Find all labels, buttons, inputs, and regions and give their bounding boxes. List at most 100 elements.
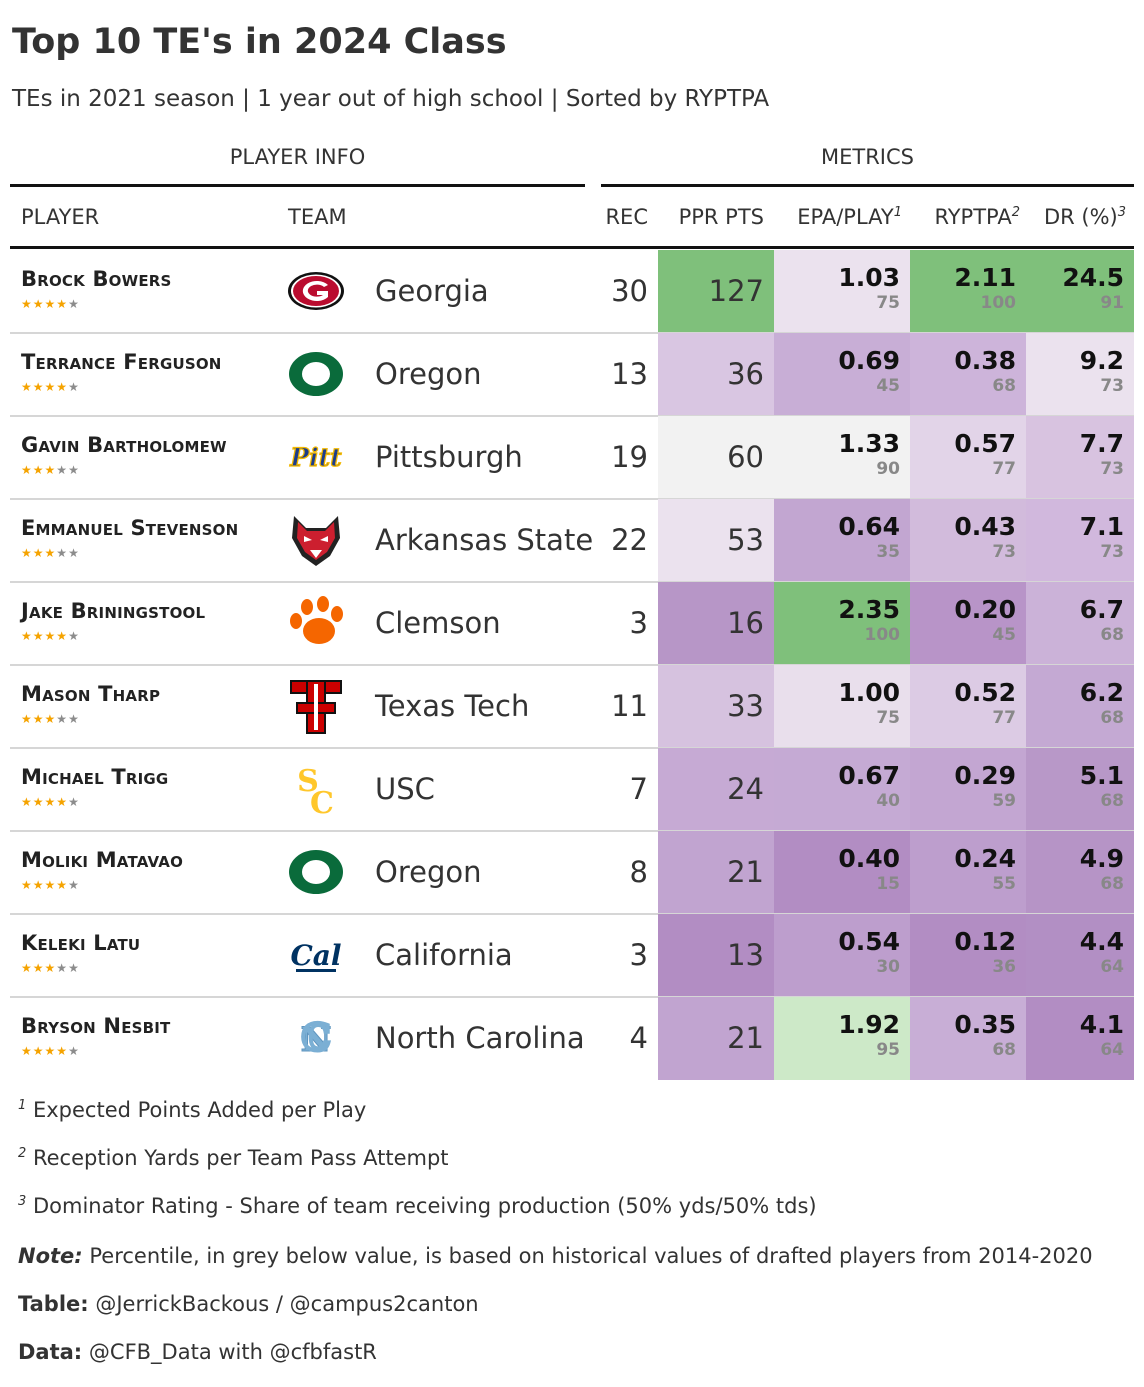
star-rating: ★★★★★: [21, 795, 80, 809]
svg-text:C: C: [310, 786, 334, 817]
dr-cell: 7.7 73: [1026, 416, 1134, 499]
star-icon: ★: [68, 297, 80, 311]
ryptpa-cell: 0.38 68: [910, 333, 1026, 416]
footnote-table-credit: Table: @JerrickBackous / @campus2canton: [18, 1292, 479, 1316]
star-icon: ★: [56, 380, 69, 394]
ryptpa-value: 0.29: [954, 761, 1016, 790]
dr-cell: 4.4 64: [1026, 914, 1134, 997]
svg-text:C: C: [302, 1017, 331, 1059]
row-separator: [10, 415, 1134, 417]
epa-value: 0.40: [838, 844, 900, 873]
dr-percentile: 68: [1100, 791, 1124, 811]
star-icon: ★: [68, 629, 80, 643]
star-icon: ★: [32, 629, 45, 643]
player-name: Mason Tharp: [21, 682, 161, 706]
table-row: Brock Bowers ★★★★★ Georgia 30 127 1.03 75 2.11 1…: [10, 250, 1134, 333]
star-rating: ★★★★★: [21, 297, 80, 311]
ryptpa-value: 0.38: [954, 346, 1016, 375]
star-icon: ★: [32, 297, 45, 311]
row-separator: [10, 664, 1134, 666]
footnote-1: 1 Expected Points Added per Play: [18, 1098, 367, 1122]
ryptpa-value: 0.52: [954, 678, 1016, 707]
star-icon: ★: [68, 878, 80, 892]
star-icon: ★: [56, 629, 69, 643]
epa-value: 0.54: [838, 927, 900, 956]
dr-cell: 24.5 91: [1026, 250, 1134, 333]
star-icon: ★: [32, 463, 45, 477]
player-name: Terrance Ferguson: [21, 350, 222, 374]
ryptpa-value: 0.57: [954, 429, 1016, 458]
epa-cell: 0.67 40: [774, 748, 910, 831]
dr-cell: 4.9 68: [1026, 831, 1134, 914]
dr-percentile: 68: [1100, 874, 1124, 894]
ryptpa-percentile: 73: [992, 542, 1016, 562]
ryptpa-cell: 0.29 59: [910, 748, 1026, 831]
ryptpa-value: 2.11: [954, 263, 1016, 292]
dr-percentile: 64: [1100, 1040, 1124, 1060]
star-rating: ★★★★★: [21, 961, 80, 975]
player-name: Emmanuel Stevenson: [21, 516, 239, 540]
epa-value: 1.03: [838, 263, 900, 292]
star-rating: ★★★★★: [21, 629, 80, 643]
epa-percentile: 100: [864, 625, 901, 645]
epa-value: 1.92: [838, 1010, 900, 1039]
epa-percentile: 35: [876, 542, 900, 562]
table-row: Moliki Matavao ★★★★★ Oregon 8 21 0.40 15 0.24 55…: [10, 831, 1134, 914]
ppr-cell: 21: [658, 997, 774, 1080]
col-header-rec: REC: [605, 205, 648, 229]
row-separator: [10, 498, 1134, 500]
ppr-cell: 16: [658, 582, 774, 665]
dr-percentile: 73: [1100, 376, 1124, 396]
star-icon: ★: [32, 795, 45, 809]
cal-logo: Cal: [286, 927, 346, 983]
team-name: Texas Tech: [375, 689, 530, 723]
dr-value: 5.1: [1079, 761, 1124, 790]
rec-value: 3: [629, 606, 648, 640]
spanner-metrics-rule: [601, 184, 1134, 187]
dr-percentile: 68: [1100, 625, 1124, 645]
rec-value: 3: [629, 938, 648, 972]
spanner-metrics: METRICS: [821, 145, 914, 169]
star-icon: ★: [56, 712, 69, 726]
ryptpa-cell: 0.43 73: [910, 499, 1026, 582]
star-rating: ★★★★★: [21, 878, 80, 892]
dr-cell: 7.1 73: [1026, 499, 1134, 582]
oregon-o-logo-svg: [289, 850, 343, 894]
row-separator: [10, 747, 1134, 749]
team-name: Arkansas State: [375, 523, 594, 557]
red-wolf-logo: [286, 512, 346, 568]
ppr-value: 24: [727, 772, 764, 806]
epa-percentile: 90: [876, 459, 900, 479]
star-icon: ★: [44, 546, 57, 560]
rec-value: 22: [611, 523, 648, 557]
star-icon: ★: [44, 380, 57, 394]
svg-text:S: S: [297, 764, 319, 799]
spanner-player-info-rule: [10, 184, 585, 187]
rec-value: 30: [611, 274, 648, 308]
epa-percentile: 40: [876, 791, 900, 811]
dr-value: 4.4: [1079, 927, 1124, 956]
svg-text:Cal: Cal: [290, 939, 341, 972]
ryptpa-cell: 0.35 68: [910, 997, 1026, 1080]
player-name: Brock Bowers: [21, 267, 172, 291]
star-icon: ★: [44, 463, 57, 477]
team-name: Oregon: [375, 855, 482, 889]
ryptpa-cell: 2.11 100: [910, 250, 1026, 333]
star-icon: ★: [44, 629, 57, 643]
rec-value: 8: [629, 855, 648, 889]
footnote-3: 3 Dominator Rating - Share of team recei…: [18, 1194, 817, 1218]
dr-value: 7.7: [1079, 429, 1124, 458]
svg-text:Pitt: Pitt: [289, 443, 342, 472]
ppr-cell: 60: [658, 416, 774, 499]
dr-percentile: 64: [1100, 957, 1124, 977]
star-icon: ★: [21, 795, 33, 809]
chart-subtitle: TEs in 2021 season | 1 year out of high …: [12, 86, 770, 112]
team-name: Georgia: [375, 274, 489, 308]
cal-logo-svg: Cal: [290, 939, 342, 972]
ppr-cell: 24: [658, 748, 774, 831]
star-rating: ★★★★★: [21, 463, 80, 477]
spanner-player-info: PLAYER INFO: [229, 145, 366, 169]
ryptpa-percentile: 77: [992, 459, 1016, 479]
star-icon: ★: [68, 961, 80, 975]
rec-value: 13: [611, 357, 648, 391]
